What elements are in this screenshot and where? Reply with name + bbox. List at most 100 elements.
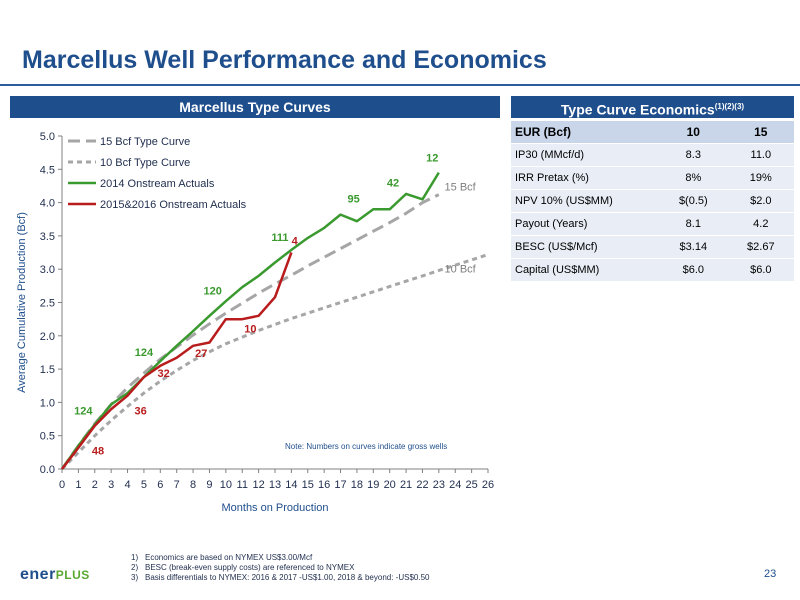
x-tick-label: 17 [334, 479, 346, 491]
x-tick-label: 2 [92, 479, 98, 491]
data-label: 12 [426, 152, 438, 164]
y-tick-label: 0.5 [40, 431, 55, 443]
economics-metric-label: Payout (Years) [511, 212, 659, 236]
economics-value-15bcf: 19% [727, 166, 794, 190]
x-tick-label: 21 [400, 479, 412, 491]
series-line-3 [61, 252, 293, 470]
x-tick-label: 23 [433, 479, 445, 491]
series-line-2 [60, 171, 440, 470]
economics-value-15bcf: $6.0 [727, 258, 794, 282]
x-tick-label: 10 [220, 479, 232, 491]
y-tick-label: 1.0 [40, 397, 55, 409]
y-tick-label: 5.0 [40, 131, 55, 143]
economics-value-15bcf: $2.67 [727, 235, 794, 259]
economics-row: NPV 10% (US$MM) $(0.5) $2.0 [511, 189, 794, 213]
x-tick-label: 19 [367, 479, 379, 491]
economics-value-15bcf: 11.0 [727, 143, 794, 167]
x-tick-label: 25 [465, 479, 477, 491]
economics-header-footnote-refs: (1)(2)(3) [714, 102, 745, 111]
type-curves-header: Marcellus Type Curves [10, 96, 500, 118]
data-label: 124 [135, 347, 154, 359]
y-tick-label: 2.0 [40, 331, 55, 343]
economics-row: Payout (Years) 8.1 4.2 [511, 212, 794, 236]
data-label: 10 Bcf [445, 264, 477, 276]
economics-metric-label: Capital (US$MM) [511, 258, 659, 282]
economics-table: EUR (Bcf) 10 15 IP30 (MMcf/d) 8.3 11.0 IRR Pre… [511, 121, 794, 282]
footnote-number: 2) [131, 563, 139, 572]
page-number: 23 [764, 568, 777, 580]
economics-value-10bcf: 8.1 [659, 212, 728, 236]
economics-metric-label: BESC (US$/Mcf) [511, 235, 659, 259]
economics-metric-label: IP30 (MMcf/d) [511, 143, 659, 167]
legend-label-3: 2015&2016 Onstream Actuals [100, 199, 247, 211]
x-tick-label: 11 [237, 479, 248, 491]
y-tick-label: 4.5 [40, 164, 55, 176]
enerplus-logo: enerPLUS [20, 566, 90, 584]
economics-value-10bcf: 8% [659, 166, 728, 190]
x-tick-label: 20 [384, 479, 396, 491]
x-tick-label: 22 [416, 479, 428, 491]
data-label: 48 [92, 445, 104, 457]
x-tick-label: 8 [190, 479, 196, 491]
data-label: 120 [204, 286, 222, 298]
y-tick-label: 4.0 [40, 198, 55, 210]
economics-value-10bcf: $(0.5) [659, 189, 728, 213]
x-axis-label: Months on Production [221, 502, 328, 514]
footnote: 3) Basis differentials to NYMEX: 2016 & 2… [131, 573, 429, 583]
legend-label-0: 15 Bcf Type Curve [100, 136, 190, 148]
economics-row: IRR Pretax (%) 8% 19% [511, 166, 794, 190]
economics-metric-label: EUR (Bcf) [511, 121, 659, 144]
data-label: 27 [195, 348, 207, 360]
economics-metric-label: NPV 10% (US$MM) [511, 189, 659, 213]
economics-metric-label: IRR Pretax (%) [511, 166, 659, 190]
footnote-number: 1) [131, 553, 139, 562]
footnote: 1) Economics are based on NYMEX US$3.00/M… [131, 553, 429, 563]
x-tick-label: 3 [108, 479, 114, 491]
economics-value-15bcf: $2.0 [727, 189, 794, 213]
x-tick-label: 26 [482, 479, 494, 491]
y-tick-label: 2.5 [40, 298, 55, 310]
chart-note: Note: Numbers on curves indicate gross w… [285, 442, 447, 451]
x-tick-label: 14 [285, 479, 297, 491]
footnote-text: BESC (break-even supply costs) are refer… [145, 563, 355, 572]
type-curve-chart: 0.00.51.01.52.02.53.03.54.04.55.00 1 2 3 4 5 6… [16, 131, 494, 514]
x-tick-label: 16 [318, 479, 330, 491]
x-tick-label: 13 [269, 479, 281, 491]
x-tick-label: 5 [141, 479, 147, 491]
economics-header-row: EUR (Bcf) 10 15 [511, 121, 794, 144]
x-tick-label: 0 [59, 479, 65, 491]
footnote-number: 3) [131, 573, 139, 582]
y-tick-label: 3.5 [40, 231, 55, 243]
economics-value-10bcf: $6.0 [659, 258, 728, 282]
footnote: 2) BESC (break-even supply costs) are ref… [131, 563, 429, 573]
data-label: 32 [157, 368, 169, 380]
data-label: 10 [244, 323, 256, 335]
title-divider [0, 84, 800, 86]
footnote-text: Economics are based on NYMEX US$3.00/Mcf [145, 553, 313, 562]
legend-label-1: 10 Bcf Type Curve [100, 157, 190, 169]
data-label: 124 [74, 405, 93, 417]
x-tick-label: 9 [206, 479, 212, 491]
economics-header: Type Curve Economics(1)(2)(3) [511, 96, 794, 118]
y-tick-label: 0.0 [40, 464, 55, 476]
economics-row: BESC (US$/Mcf) $3.14 $2.67 [511, 235, 794, 259]
x-tick-label: 1 [75, 479, 81, 491]
legend-label-2: 2014 Onstream Actuals [100, 178, 215, 190]
x-tick-label: 15 [302, 479, 314, 491]
x-tick-label: 4 [124, 479, 130, 491]
y-tick-label: 1.5 [40, 364, 55, 376]
data-label: 95 [348, 194, 360, 206]
series-line-1 [60, 253, 489, 471]
y-tick-label: 3.0 [40, 264, 55, 276]
footnote-text: Basis differentials to NYMEX: 2016 & 201… [145, 573, 430, 582]
economics-value-10bcf: $3.14 [659, 235, 728, 259]
logo-text-ener: ener [20, 566, 56, 583]
economics-value-10bcf: 10 [659, 121, 728, 144]
series-line-0 [60, 193, 440, 470]
logo-text-plus: PLUS [55, 568, 90, 582]
type-curves-header-label: Marcellus Type Curves [179, 99, 331, 115]
x-tick-label: 12 [252, 479, 264, 491]
economics-value-15bcf: 15 [727, 121, 794, 144]
footnotes: 1) Economics are based on NYMEX US$3.00/M… [131, 553, 429, 583]
data-label: 4 [292, 236, 299, 248]
